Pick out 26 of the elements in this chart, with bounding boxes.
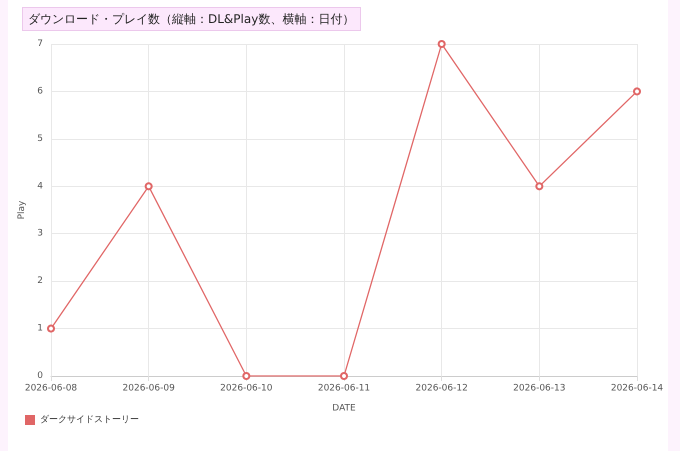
y-tick-label: 0 [37, 371, 44, 381]
point [535, 182, 544, 190]
y-tick-label: 4 [37, 181, 44, 192]
chart-title: ダウンロード・プレイ数（縦軸：DL&Play数、横軸：日付） [28, 12, 354, 26]
y-tick-label: 7 [37, 39, 43, 49]
y-tick-label: 6 [37, 86, 44, 96]
x-tick-label: 2026-06-08 [24, 384, 78, 394]
point [438, 40, 446, 48]
point [47, 324, 55, 333]
y-tick-label: 1 [37, 324, 43, 334]
y-tick-label: 5 [37, 134, 43, 144]
point [340, 372, 348, 380]
point [242, 372, 250, 380]
x-tick-label: 2026-06-09 [122, 384, 176, 394]
point [633, 87, 641, 96]
x-tick-label: 2026-06-10 [220, 384, 273, 394]
y-axis-title: Play [16, 200, 27, 220]
legend-label: ダークサイドストーリー [40, 414, 139, 425]
y-tick-label: 3 [37, 228, 43, 239]
x-tick-label: 2026-06-13 [513, 384, 566, 394]
y-tick-label: 2 [37, 276, 43, 286]
x-tick-label: 2026-06-11 [318, 384, 370, 394]
x-tick-label: 2026-06-14 [610, 384, 664, 394]
point [144, 182, 153, 190]
x-axis-title: DATE [332, 404, 356, 414]
x-tick-label: 2026-06-12 [416, 384, 468, 394]
